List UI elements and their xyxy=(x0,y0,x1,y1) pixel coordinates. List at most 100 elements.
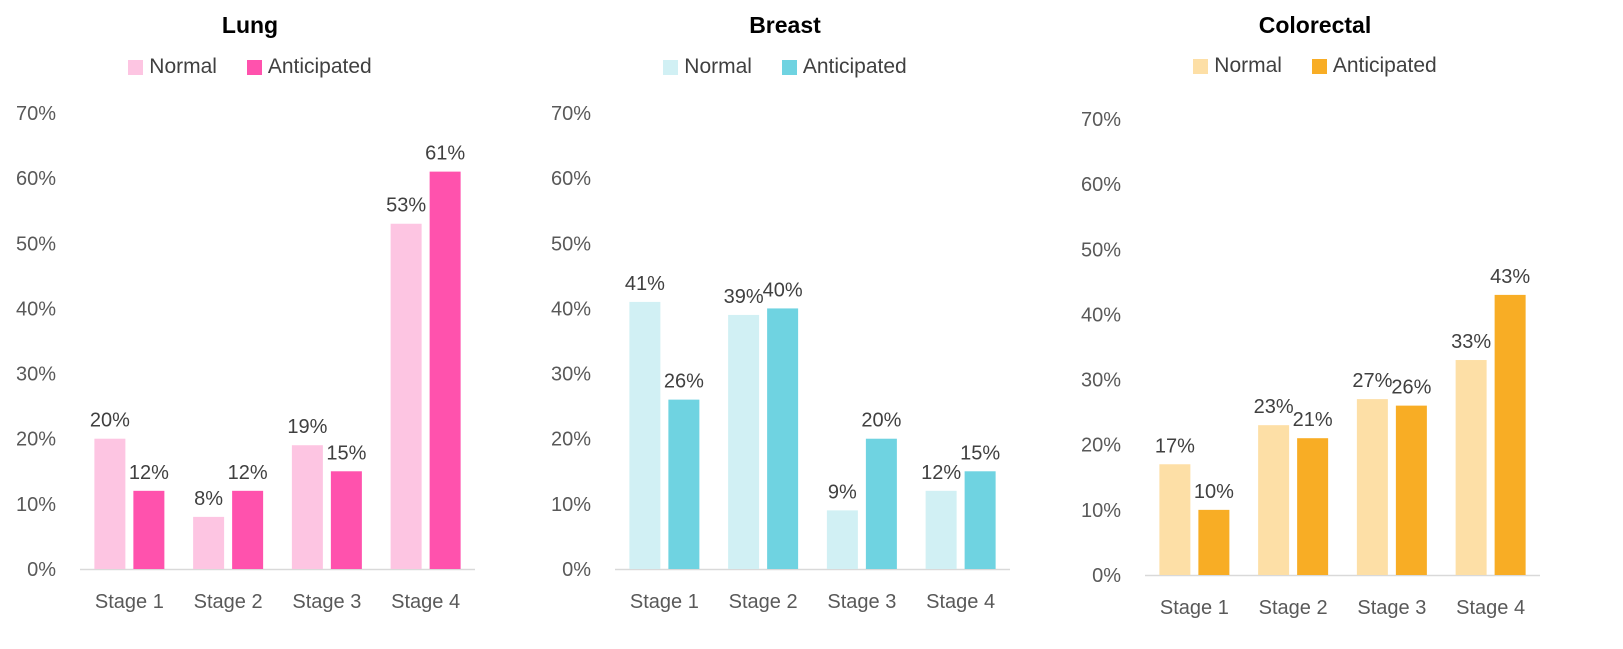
colorectal-y-tick-label: 10% xyxy=(1081,500,1121,522)
colorectal-data-label-anticipated: 43% xyxy=(1490,266,1530,288)
colorectal-y-tick-label: 50% xyxy=(1081,239,1121,261)
breast-bar-normal xyxy=(826,510,858,569)
lung-legend-normal-label: Normal xyxy=(149,55,217,78)
colorectal-data-label-anticipated: 21% xyxy=(1293,409,1333,431)
colorectal-data-label-anticipated: 26% xyxy=(1391,377,1431,399)
breast-data-label-normal: 41% xyxy=(625,273,665,295)
lung-legend-anticipated-swatch xyxy=(246,59,262,75)
lung-chart-panel: Lung Normal Anticipated 0% 10% 20% 30% 40% 50… xyxy=(0,0,500,649)
colorectal-y-tick-label: 20% xyxy=(1081,435,1121,457)
colorectal-data-label-anticipated: 10% xyxy=(1194,481,1234,503)
lung-y-tick-label: 70% xyxy=(16,103,56,125)
breast-legend-anticipated: Anticipated xyxy=(781,55,907,79)
breast-chart-title: Breast xyxy=(749,12,821,38)
colorectal-y-tick-label: 0% xyxy=(1092,565,1121,587)
colorectal-x-category-label: Stage 2 xyxy=(1259,597,1328,619)
colorectal-legend-anticipated-label: Anticipated xyxy=(1332,54,1437,77)
colorectal-data-label-normal: 27% xyxy=(1352,370,1392,392)
lung-data-label-normal: 20% xyxy=(90,410,130,432)
colorectal-bar-anticipated xyxy=(1395,405,1427,575)
breast-x-category-label: Stage 2 xyxy=(729,591,798,613)
breast-x-category-label: Stage 1 xyxy=(630,591,699,613)
lung-x-category-label: Stage 1 xyxy=(95,591,164,613)
lung-legend-anticipated: Anticipated xyxy=(246,55,372,79)
colorectal-legend-anticipated-swatch xyxy=(1311,58,1327,74)
colorectal-legend-normal: Normal xyxy=(1193,54,1282,78)
breast-y-tick-label: 70% xyxy=(551,103,591,125)
lung-x-category-label: Stage 2 xyxy=(194,591,263,613)
lung-data-label-anticipated: 12% xyxy=(129,462,169,484)
breast-y-tick-label: 30% xyxy=(551,364,591,386)
breast-legend: Normal Anticipated xyxy=(535,55,1035,81)
colorectal-legend-normal-swatch xyxy=(1193,58,1209,74)
lung-chart-title: Lung xyxy=(221,12,279,38)
colorectal-chart-title: Colorectal xyxy=(1258,12,1372,38)
colorectal-bar-anticipated xyxy=(1297,438,1329,575)
breast-bar-anticipated xyxy=(865,438,897,569)
lung-bar-normal xyxy=(390,223,422,569)
colorectal-bar-anticipated xyxy=(1198,509,1230,575)
breast-y-tick-label: 20% xyxy=(551,429,591,451)
colorectal-y-tick-label: 70% xyxy=(1081,109,1121,131)
lung-y-tick-label: 10% xyxy=(16,494,56,516)
breast-bar-normal xyxy=(629,301,661,569)
breast-legend-normal: Normal xyxy=(663,55,752,79)
colorectal-data-label-normal: 17% xyxy=(1155,435,1195,457)
breast-chart-panel: Breast Normal Anticipated 0% 10% 20% 30% 40%… xyxy=(535,0,1035,649)
lung-y-tick-label: 30% xyxy=(16,364,56,386)
breast-bar-anticipated xyxy=(668,399,700,569)
lung-y-tick-label: 0% xyxy=(27,559,56,581)
lung-data-label-anticipated: 12% xyxy=(228,462,268,484)
breast-y-tick-label: 10% xyxy=(551,494,591,516)
colorectal-bar-normal xyxy=(1455,360,1487,575)
breast-legend-anticipated-label: Anticipated xyxy=(802,55,907,78)
colorectal-x-category-label: Stage 4 xyxy=(1456,597,1525,619)
lung-bar-anticipated xyxy=(330,471,362,569)
breast-data-label-normal: 12% xyxy=(921,462,961,484)
colorectal-bar-normal xyxy=(1159,464,1191,575)
colorectal-data-label-normal: 23% xyxy=(1254,396,1294,418)
colorectal-legend-normal-label: Normal xyxy=(1214,54,1282,77)
colorectal-legend-anticipated: Anticipated xyxy=(1311,54,1437,78)
breast-data-label-anticipated: 26% xyxy=(664,371,704,393)
lung-bar-anticipated xyxy=(429,171,461,569)
lung-y-tick-label: 40% xyxy=(16,298,56,320)
lung-bar-normal xyxy=(193,516,225,569)
lung-bar-anticipated xyxy=(232,490,264,569)
breast-data-label-normal: 9% xyxy=(828,481,857,503)
lung-data-label-normal: 8% xyxy=(194,488,223,510)
colorectal-x-category-label: Stage 1 xyxy=(1160,597,1229,619)
lung-legend-normal: Normal xyxy=(128,55,217,79)
colorectal-x-category-label: Stage 3 xyxy=(1357,597,1426,619)
lung-bar-normal xyxy=(94,438,126,569)
breast-data-label-anticipated: 15% xyxy=(960,442,1000,464)
colorectal-legend: Normal Anticipated xyxy=(1065,54,1565,80)
breast-legend-anticipated-swatch xyxy=(781,59,797,75)
colorectal-y-tick-label: 30% xyxy=(1081,370,1121,392)
lung-data-label-normal: 53% xyxy=(386,195,426,217)
colorectal-y-tick-label: 40% xyxy=(1081,304,1121,326)
colorectal-chart-plot: 0%10%20%30%40%50%60%70%17%10%Stage 123%2… xyxy=(1081,109,1540,619)
breast-x-category-label: Stage 4 xyxy=(926,591,995,613)
breast-data-label-normal: 39% xyxy=(724,286,764,308)
lung-x-category-label: Stage 4 xyxy=(391,591,460,613)
breast-y-tick-label: 0% xyxy=(562,559,591,581)
breast-y-tick-label: 50% xyxy=(551,233,591,255)
lung-data-label-anticipated: 15% xyxy=(326,442,366,464)
colorectal-y-tick-label: 60% xyxy=(1081,174,1121,196)
lung-legend: Normal Anticipated xyxy=(0,55,500,81)
lung-bar-normal xyxy=(291,445,323,569)
breast-bar-normal xyxy=(925,490,957,569)
lung-bar-anticipated xyxy=(133,490,165,569)
breast-legend-normal-label: Normal xyxy=(684,55,752,78)
lung-y-tick-label: 50% xyxy=(16,233,56,255)
lung-chart-plot: 0%10%20%30%40%50%60%70%20%12%Stage 18%12… xyxy=(16,103,475,613)
lung-x-category-label: Stage 3 xyxy=(292,591,361,613)
colorectal-chart-panel: Colorectal Normal Anticipated 0% 10% 20% 30… xyxy=(1065,0,1565,649)
lung-y-tick-label: 60% xyxy=(16,168,56,190)
lung-legend-normal-swatch xyxy=(128,59,144,75)
breast-data-label-anticipated: 20% xyxy=(861,410,901,432)
colorectal-bar-anticipated xyxy=(1494,294,1526,575)
lung-legend-anticipated-label: Anticipated xyxy=(267,55,372,78)
breast-x-category-label: Stage 3 xyxy=(827,591,896,613)
